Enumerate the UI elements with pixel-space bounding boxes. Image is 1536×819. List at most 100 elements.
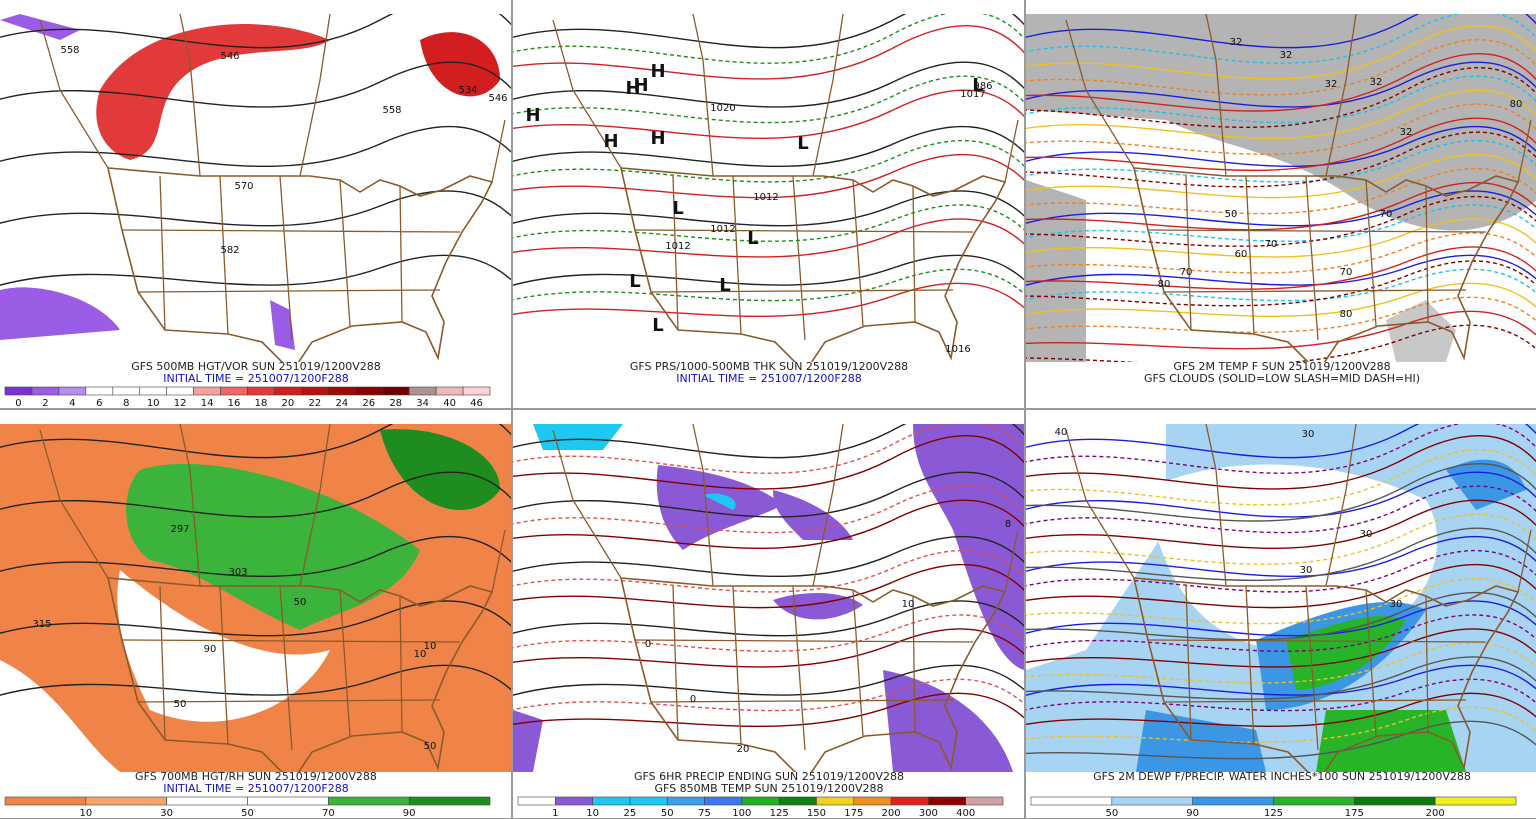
coastline [106,577,494,772]
colorbar-box [408,796,491,806]
contour [513,125,1024,168]
colorbar-label: 30 [160,808,173,818]
contour [1026,600,1536,637]
contour [513,628,1024,668]
colorbar-label: 28 [389,398,402,408]
contour [1026,204,1536,242]
map-label: L [672,198,683,219]
colorbar-box [139,386,167,396]
coastline [1132,167,1520,362]
colorbar-box [1434,796,1517,806]
contour [1026,692,1536,727]
contour [1026,463,1536,522]
map-area: 558 546 558 570 582 534 546 [0,14,511,362]
contour [1026,471,1536,518]
contour [1026,190,1536,227]
shaded-field [883,670,1013,772]
subtitle: GFS 850MB TEMP SUN 251019/1200V288 [655,782,884,795]
map-label: 297 [170,524,189,535]
colorbar-box [354,386,383,396]
colorbar-box [408,386,437,396]
colorbar-label: 8 [123,398,129,408]
colorbar-box [517,796,556,806]
contour [1026,39,1536,96]
map-label: 70 [1265,239,1278,250]
map-label: 8 [1005,519,1011,530]
map-label: 582 [220,245,239,256]
contour [1026,435,1536,490]
map-label: 90 [204,644,217,655]
contour [1026,268,1536,302]
contour [0,424,511,459]
contour [513,424,1024,459]
colorbar-label: 150 [807,808,826,818]
colorbar-box [1111,796,1193,806]
map-label: 1012 [753,192,778,203]
colorbar-box [166,386,194,396]
map-label: 1012 [710,224,735,235]
colorbar-label: 400 [956,808,975,818]
contour [1026,61,1536,108]
contour [1026,14,1536,64]
contour [1026,664,1536,697]
contour [1026,577,1536,625]
colorbar-box [778,796,817,806]
colorbar-box [193,386,221,396]
map-label: L [719,275,730,296]
contour [1026,424,1536,474]
contour [513,190,1024,227]
colorbar-label: 6 [96,398,102,408]
map-label: L [629,271,640,292]
contour [1026,296,1536,334]
shaded-field [703,493,736,510]
colorbar-label: 100 [732,808,751,818]
contour [0,600,511,637]
contour [513,153,1024,199]
map-area: 30 30 30 30 40 [1026,424,1536,772]
contour [1026,167,1536,215]
colorbar-label: 75 [698,808,711,818]
colorbar-label: 46 [470,398,483,408]
colorbar-label: 90 [403,808,416,818]
map-label: 32 [1280,50,1293,61]
colorbar-label: 300 [919,808,938,818]
colorbar-box [435,386,464,396]
colorbar-box [629,796,668,806]
colorbar-label: 26 [362,398,375,408]
coastline [106,167,494,362]
contour [513,563,1024,609]
map-label: 546 [220,51,239,62]
map-label: 30 [1302,429,1315,440]
contour [513,25,1024,80]
shaded-field [96,24,330,161]
map-label: 50 [1225,209,1238,220]
colorbar-label: 4 [69,398,75,408]
coastline [1132,577,1520,772]
map-label: 32 [1325,79,1338,90]
contour [0,14,511,49]
contour [1026,563,1536,609]
map-label: 50 [424,741,437,752]
contour [1026,125,1536,168]
contour [513,499,1024,549]
colorbar-box [462,386,491,396]
contour [513,218,1024,258]
colorbar-label: 14 [201,398,214,408]
initial-time: INITIAL TIME = 251007/1200F288 [676,372,861,385]
map-label: 32 [1370,77,1383,88]
initial-time: INITIAL TIME = 251007/1200F288 [163,782,348,795]
contour [513,61,1024,108]
colorbar-label: 200 [1426,808,1445,818]
contour [0,664,511,697]
colorbar-box [85,796,167,806]
map-label: 32 [1230,37,1243,48]
map-label: 558 [382,105,401,116]
map-label: 30 [1390,599,1403,610]
colorbar-box [247,796,329,806]
colorbar-label: 20 [282,398,295,408]
colorbar-label: 2 [42,398,48,408]
contour [513,535,1024,578]
contour [0,471,511,518]
colorbar-box [328,386,356,396]
